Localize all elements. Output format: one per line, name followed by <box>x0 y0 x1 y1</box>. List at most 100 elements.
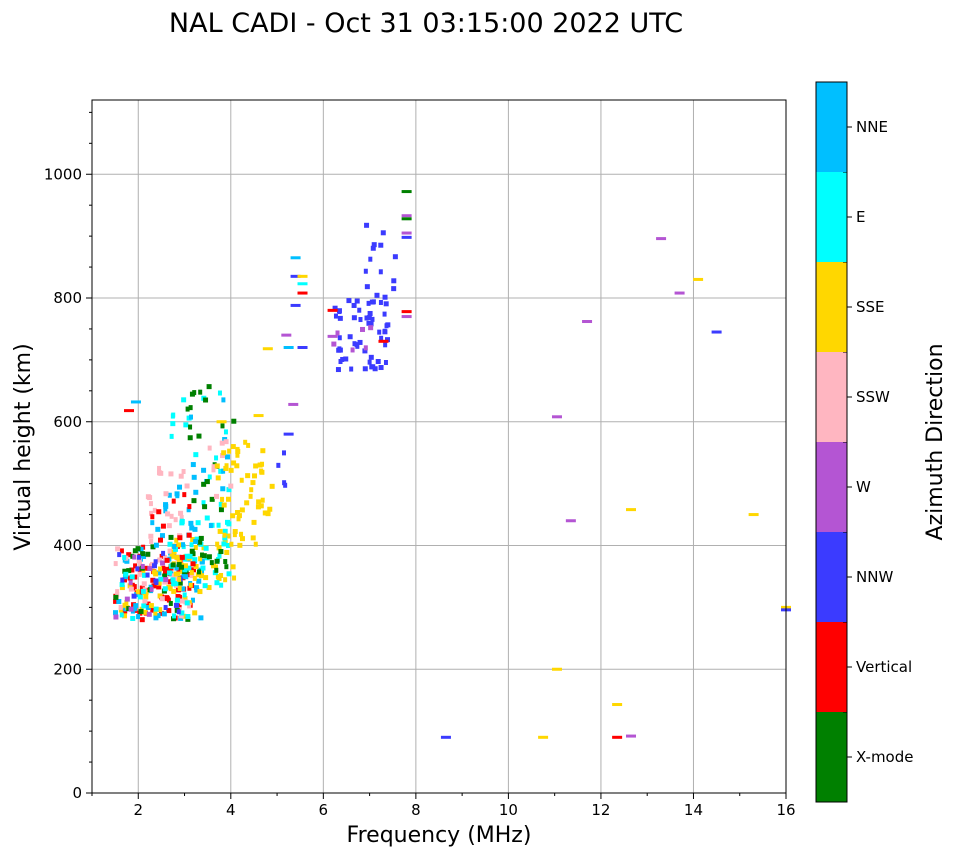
echo-point <box>177 535 183 541</box>
echo-point <box>126 568 132 574</box>
echo-trace <box>748 513 759 517</box>
echo-point <box>226 571 232 577</box>
echo-point <box>235 452 240 458</box>
colorbar-swatch <box>816 532 847 622</box>
echo-point <box>162 569 168 575</box>
colorbar-category-label: W <box>856 478 871 496</box>
echo-point <box>168 600 173 606</box>
echo-point <box>226 487 232 493</box>
echo-point <box>149 586 154 592</box>
echo-point <box>161 550 166 556</box>
echo-point <box>192 557 198 563</box>
echo-point <box>189 570 194 576</box>
echo-point <box>128 586 134 592</box>
echo-point <box>368 325 374 331</box>
echo-point <box>152 507 157 513</box>
echo-point <box>231 460 237 466</box>
echo-point <box>225 519 231 525</box>
echo-point <box>123 571 129 577</box>
colorbar-label: Azimuth Direction <box>923 343 948 540</box>
echo-point <box>171 588 177 594</box>
echo-point <box>236 516 241 522</box>
echo-point <box>189 573 195 579</box>
echo-point <box>228 483 234 489</box>
echo-point <box>118 604 123 610</box>
echo-point <box>352 341 357 347</box>
echo-point <box>198 556 203 562</box>
echo-point <box>337 335 342 341</box>
echo-point <box>129 574 135 580</box>
echo-point <box>177 580 183 586</box>
echo-point <box>219 453 225 459</box>
echo-point <box>122 554 127 560</box>
echo-point <box>113 610 119 616</box>
echo-point <box>223 577 228 583</box>
echo-trace <box>216 420 227 424</box>
echo-point <box>159 596 165 602</box>
echo-point <box>354 342 359 348</box>
echo-trace <box>288 402 299 406</box>
echo-point <box>173 517 178 523</box>
echo-point <box>362 366 368 372</box>
echo-point <box>157 537 163 543</box>
echo-point <box>220 423 225 429</box>
echo-point <box>145 572 150 578</box>
echo-point <box>358 317 363 323</box>
echo-point <box>169 553 175 559</box>
echo-point <box>201 481 207 487</box>
echo-point <box>187 585 192 591</box>
colorbar-swatch <box>816 622 847 712</box>
y-tick-label: 600 <box>53 413 82 431</box>
echo-point <box>166 570 172 576</box>
echo-trace <box>551 415 562 419</box>
echo-point <box>144 565 149 571</box>
echo-point <box>145 605 151 611</box>
echo-point <box>214 580 220 586</box>
echo-point <box>138 608 144 614</box>
echo-point <box>248 493 253 499</box>
colorbar-category-label: NNE <box>856 118 888 136</box>
echo-point <box>245 473 251 479</box>
echo-point <box>159 533 165 539</box>
echo-trace <box>124 409 135 413</box>
x-tick-label: 12 <box>591 801 610 819</box>
echo-point <box>196 569 201 575</box>
echo-point <box>162 573 168 579</box>
echo-point <box>221 397 226 403</box>
echo-point <box>366 320 372 326</box>
echo-point <box>236 513 242 519</box>
echo-point <box>249 487 254 493</box>
echo-point <box>170 577 176 583</box>
echo-point <box>199 558 205 564</box>
echo-point <box>184 600 190 606</box>
echo-point <box>187 504 192 510</box>
echo-point <box>133 603 139 609</box>
echo-point <box>224 463 229 469</box>
echo-point <box>215 574 221 580</box>
echo-point <box>145 551 151 557</box>
echo-point <box>221 450 227 456</box>
plot-area: 2 4 6 8 10 12 14 16 0 200 400 600 800 1000 <box>44 99 796 819</box>
echo-point <box>162 586 168 592</box>
echo-point <box>371 242 377 248</box>
echo-point <box>130 615 136 621</box>
echo-point <box>259 468 264 474</box>
y-tick-label: 1000 <box>44 165 82 183</box>
echo-point <box>172 613 177 619</box>
echo-point <box>141 603 147 609</box>
echo-point <box>113 614 119 620</box>
echo-point <box>166 523 172 529</box>
echo-point <box>136 558 142 564</box>
echo-point <box>184 553 190 559</box>
echo-point <box>153 610 158 616</box>
echo-point <box>148 501 153 507</box>
echo-point <box>221 502 227 508</box>
echo-trace <box>401 214 412 218</box>
echo-trace <box>262 347 273 351</box>
echo-point <box>222 532 227 538</box>
echo-point <box>217 528 223 534</box>
echo-point <box>391 286 397 292</box>
echo-point <box>179 520 185 526</box>
echo-point <box>183 422 189 428</box>
echo-point <box>354 298 360 304</box>
